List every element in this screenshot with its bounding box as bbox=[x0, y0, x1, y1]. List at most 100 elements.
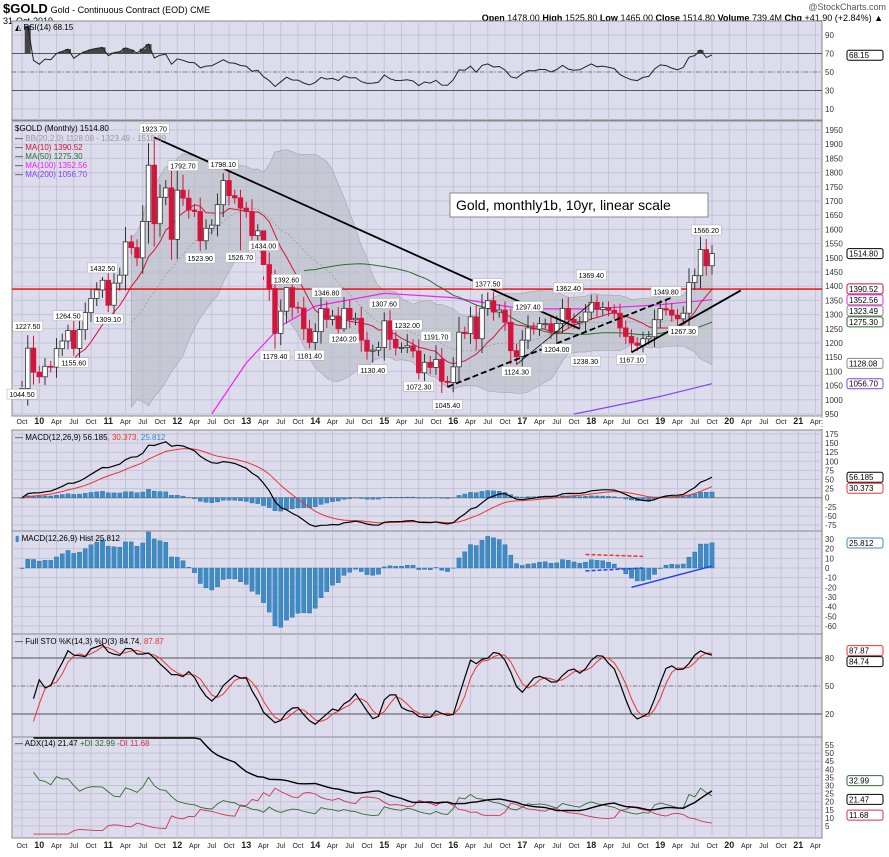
price-axis-marker: 1352.56 bbox=[849, 296, 878, 305]
x-tick-label: Apr bbox=[327, 843, 339, 850]
x-tick-label: Jul bbox=[207, 843, 216, 850]
ma10-line bbox=[73, 203, 713, 365]
macd-hist-bar bbox=[71, 494, 77, 498]
x-tick-label: 20 bbox=[724, 416, 734, 426]
x-tick-label: Apr bbox=[534, 843, 546, 850]
y-tick-label: 70 bbox=[825, 50, 834, 59]
y-tick-label: 1150 bbox=[825, 353, 843, 362]
price-label: 1232.00 bbox=[395, 323, 420, 330]
hist-bar bbox=[140, 542, 146, 569]
macd-hist-bar bbox=[439, 497, 445, 499]
candle bbox=[243, 207, 249, 212]
macd-hist-bar bbox=[123, 491, 128, 498]
macd-hist-bar bbox=[157, 491, 163, 498]
hist-bar bbox=[399, 565, 404, 569]
x-tick-label: Apr bbox=[534, 419, 546, 426]
candle bbox=[496, 309, 502, 313]
price-legend-item: — MA(100) 1352.56 bbox=[15, 161, 88, 170]
chg-label: Chg bbox=[784, 13, 803, 23]
candle bbox=[663, 308, 669, 311]
y-tick-label: 1100 bbox=[825, 367, 843, 376]
low-value: 1465.00 bbox=[620, 13, 653, 23]
candle bbox=[329, 315, 336, 320]
adx-line bbox=[33, 737, 713, 812]
candle bbox=[174, 189, 180, 240]
x-tick-label: 17 bbox=[517, 840, 527, 850]
hist-bar bbox=[623, 567, 629, 575]
candle bbox=[416, 350, 422, 374]
candle bbox=[358, 317, 364, 341]
x-tick-label: Jul bbox=[552, 843, 561, 850]
hist-bar bbox=[255, 567, 261, 595]
x-tick-label: Oct bbox=[776, 843, 787, 850]
y-tick-label: -60 bbox=[825, 622, 837, 631]
y-tick-label: 1950 bbox=[825, 126, 843, 135]
candle bbox=[163, 187, 169, 198]
hist-bar bbox=[25, 559, 31, 569]
hist-bar bbox=[249, 567, 255, 592]
x-tick-label: 16 bbox=[448, 840, 458, 850]
candle bbox=[421, 361, 428, 374]
price-label-box bbox=[139, 123, 170, 134]
plus-di-line bbox=[33, 771, 713, 817]
hist-bar bbox=[640, 567, 646, 581]
price-axis-marker: 1128.08 bbox=[849, 359, 878, 368]
x-tick-label: Jul bbox=[552, 419, 561, 426]
open-label: Open bbox=[481, 13, 505, 23]
price-label: 1923.70 bbox=[142, 126, 167, 133]
price-legend-item-part: — bbox=[15, 134, 25, 143]
divergence-line bbox=[585, 567, 644, 572]
price-legend-item-part: BB(20,2.0) bbox=[25, 134, 64, 143]
x-tick-label: Apr bbox=[810, 843, 822, 850]
macd-hist-bar bbox=[588, 495, 594, 498]
hist-bar bbox=[341, 567, 347, 576]
hist-bar bbox=[519, 565, 525, 569]
x-tick-label: Oct bbox=[86, 419, 97, 426]
macd-hist-bar bbox=[698, 492, 703, 498]
x-tick-label: Jul bbox=[138, 843, 147, 850]
x-tick-label: Apr bbox=[189, 419, 201, 426]
hist-bar bbox=[65, 550, 71, 569]
hist-bar bbox=[94, 541, 100, 569]
macd-hist-bar bbox=[335, 497, 341, 502]
macd-line bbox=[21, 441, 713, 528]
y-tick-label: 20 bbox=[825, 545, 834, 554]
sto-legend: — Full STO %K(14,3) %D(3) 84.74, 87.87 bbox=[15, 637, 164, 646]
hist-bar bbox=[473, 545, 479, 569]
x-tick-label: Oct bbox=[17, 419, 28, 426]
price-axis-marker-box bbox=[846, 294, 884, 306]
candle bbox=[364, 339, 370, 352]
price-axis-marker-box bbox=[846, 316, 884, 328]
price-label: 1181.40 bbox=[297, 353, 322, 360]
y-tick-label: -25 bbox=[825, 503, 837, 512]
minus-di-line bbox=[33, 787, 713, 835]
macd-hist-bar bbox=[629, 497, 634, 501]
x-tick-label: Oct bbox=[638, 843, 649, 850]
x-tick-label: Jul bbox=[759, 419, 768, 426]
macd-hist-bar bbox=[203, 497, 209, 503]
hist-bar bbox=[71, 553, 77, 569]
hist-bar bbox=[36, 560, 42, 569]
macd-hist-bar bbox=[364, 497, 370, 500]
candle bbox=[669, 309, 675, 316]
sto-legend-part: 87.87 bbox=[144, 637, 165, 646]
price-label-box bbox=[616, 354, 647, 365]
hist-bar bbox=[335, 567, 341, 583]
candle bbox=[99, 279, 106, 291]
price-label-box bbox=[294, 350, 325, 361]
macd-hist-bar bbox=[473, 492, 479, 498]
candle bbox=[531, 327, 537, 330]
price-label-box bbox=[208, 158, 239, 170]
candle bbox=[65, 330, 71, 342]
macd-hist-bar bbox=[48, 495, 54, 498]
macd-hist-bar bbox=[59, 494, 65, 498]
hist-bar bbox=[266, 567, 272, 613]
price-label-box bbox=[328, 333, 360, 344]
hist-bar bbox=[577, 562, 583, 569]
price-label: 1191.70 bbox=[424, 334, 449, 341]
x-tick-label: 15 bbox=[379, 840, 389, 850]
x-tick-label: Apr bbox=[741, 419, 753, 426]
macd-hist-bar bbox=[174, 495, 180, 498]
hist-bar bbox=[686, 556, 692, 569]
